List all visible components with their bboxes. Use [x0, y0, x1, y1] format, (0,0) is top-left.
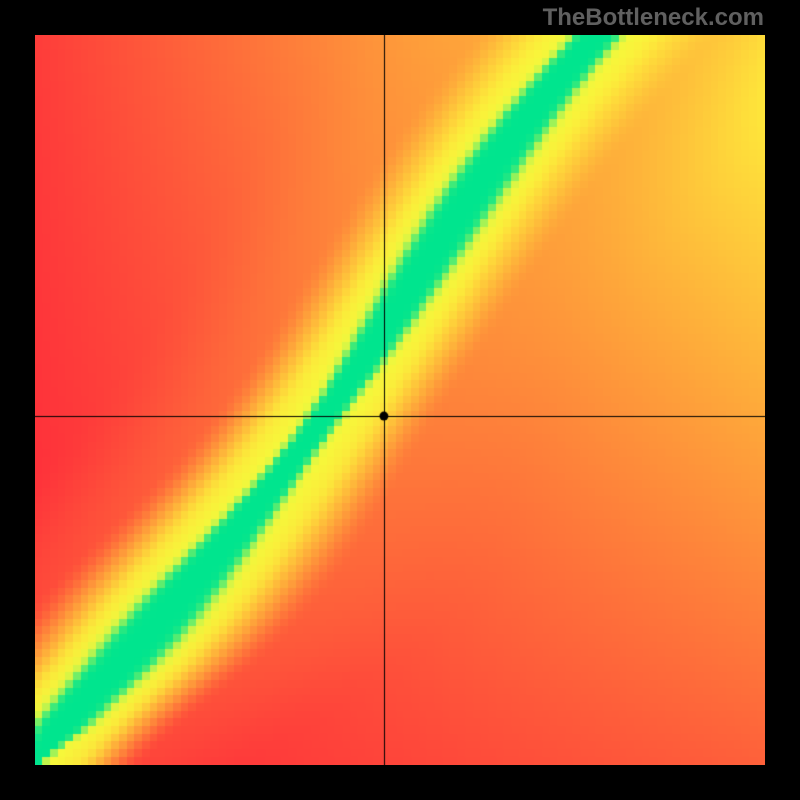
chart-stage: { "watermark": { "text": "TheBottleneck.… — [0, 0, 800, 800]
frame-right — [765, 0, 800, 800]
bottleneck-heatmap — [35, 35, 765, 765]
frame-bottom — [0, 765, 800, 800]
watermark-text: TheBottleneck.com — [543, 4, 764, 32]
frame-left — [0, 0, 35, 800]
